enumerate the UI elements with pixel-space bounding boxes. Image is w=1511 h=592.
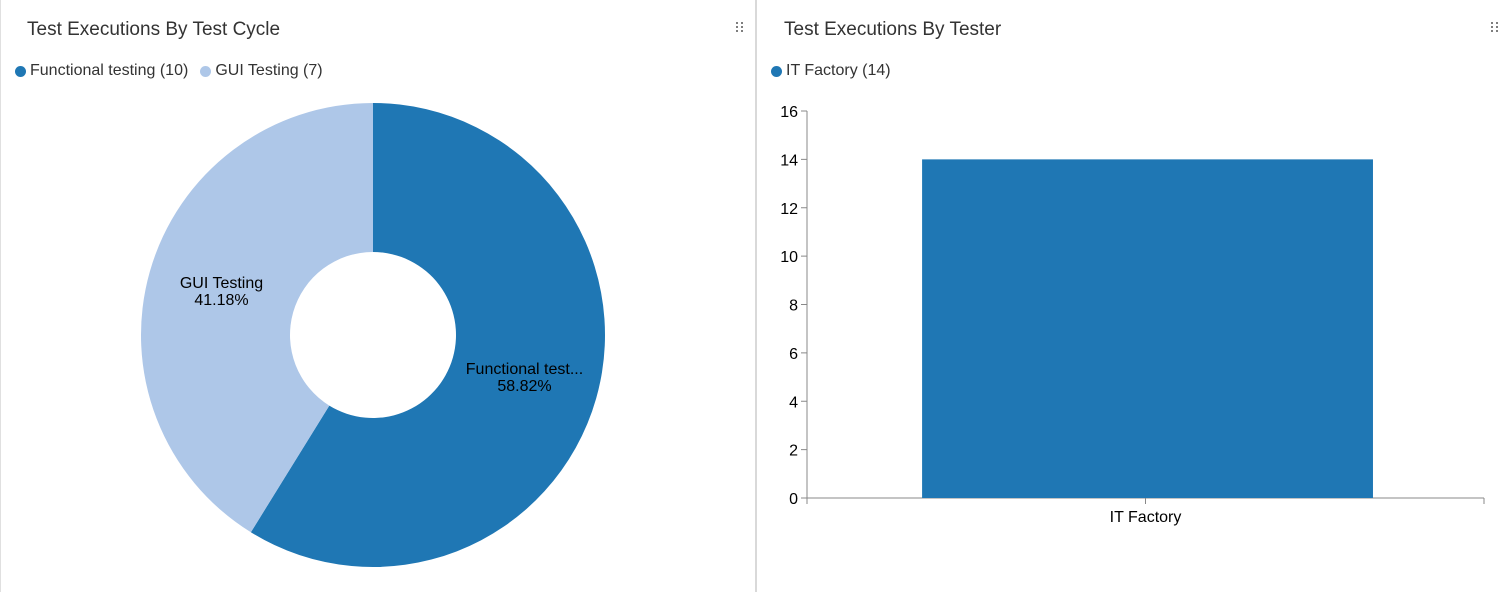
legend-label: GUI Testing (7) [215, 62, 323, 79]
y-tick-label: 2 [789, 443, 798, 460]
y-tick-label: 8 [789, 298, 798, 315]
legend-dot-icon [771, 65, 782, 77]
legend-dot-icon [200, 65, 212, 77]
pie-slice-functional-testing[interactable] [250, 103, 605, 567]
drag-handle-icon[interactable] [1490, 20, 1500, 34]
y-tick-label: 14 [780, 152, 798, 169]
y-tick-label: 12 [780, 201, 798, 218]
tester-panel-title: Test Executions By Tester [784, 19, 1002, 40]
y-tick-label: 0 [789, 491, 798, 508]
legend-item-functional-testing[interactable]: Functional testing (10) [15, 62, 188, 80]
legend-label: IT Factory (14) [786, 62, 891, 79]
y-tick-label: 4 [789, 394, 798, 411]
y-tick-label: 6 [789, 346, 798, 363]
tester-panel: Test Executions By Tester IT Factory (14… [756, 0, 1511, 592]
legend-label: Functional testing (10) [30, 62, 189, 79]
test-cycle-panel-title: Test Executions By Test Cycle [27, 19, 281, 40]
pie-slice-label: GUI Testing [180, 275, 263, 292]
pie-slice-label: Functional test... [466, 361, 583, 378]
legend-item-gui-testing[interactable]: GUI Testing (7) [200, 62, 323, 80]
bar-it-factory[interactable] [922, 159, 1373, 498]
y-tick-label: 10 [780, 249, 798, 266]
pie-slice-gui-testing[interactable] [141, 103, 373, 533]
legend-item-it-factory[interactable]: IT Factory (14) [771, 62, 891, 80]
donut-chart: Functional test...58.82% GUI Testing41.18… [141, 103, 605, 567]
bar-legend: IT Factory (14) [771, 62, 903, 80]
drag-handle-icon[interactable] [735, 20, 745, 34]
y-tick-label: 16 [780, 104, 798, 121]
x-tick-label: IT Factory [1110, 509, 1182, 526]
pie-slice-percent: 41.18% [194, 292, 248, 309]
test-cycle-panel: Test Executions By Test Cycle Functional… [0, 0, 756, 592]
pie-legend: Functional testing (10) GUI Testing (7) [15, 62, 335, 80]
legend-dot-icon [15, 65, 26, 77]
bar-chart: 0 2 4 6 8 10 12 14 16 IT Factory [780, 104, 1485, 526]
pie-slice-percent: 58.82% [497, 378, 551, 395]
